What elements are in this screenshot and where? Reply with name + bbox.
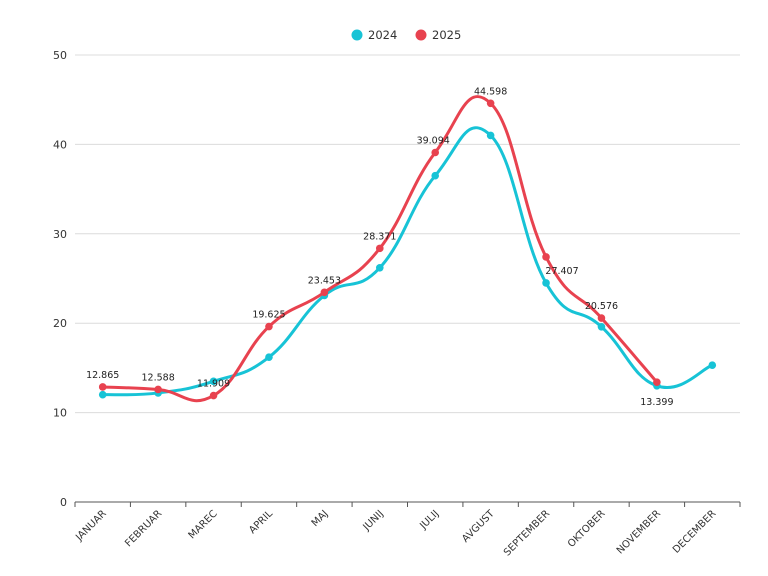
data-point-2024 (597, 322, 606, 331)
x-tick-label: JULIJ (417, 508, 441, 532)
y-axis: 0 10 20 30 40 50 (53, 49, 67, 509)
data-label-2025: 28.371 (363, 231, 396, 242)
y-tick-label: 0 (60, 496, 67, 509)
data-label-2025: 20.576 (585, 301, 618, 312)
data-point-2024 (708, 361, 717, 370)
data-point-2025 (375, 244, 384, 253)
legend-marker-2025 (415, 29, 427, 41)
x-tick-label: AVGUST (460, 508, 497, 545)
series-lines (98, 95, 717, 403)
data-point-2024 (375, 263, 384, 272)
x-tick-label: FEBRUAR (123, 508, 164, 549)
data-label-2025: 12.865 (86, 370, 119, 381)
y-tick-label: 10 (53, 407, 67, 420)
data-point-2024 (486, 131, 495, 140)
data-point-2025 (98, 383, 107, 391)
x-tick-label: JANUAR (73, 508, 109, 544)
gridlines (75, 54, 740, 503)
x-tick-label: NOVEMBER (615, 508, 663, 556)
x-tick-label: SEPTEMBER (502, 508, 552, 558)
legend-label-2025: 2025 (432, 28, 461, 42)
data-label-2025: 11.909 (197, 379, 230, 390)
x-tick-label: OKTOBER (566, 508, 608, 550)
x-tick-label: JUNIJ (361, 508, 386, 533)
data-point-2025 (653, 378, 661, 387)
data-point-2025 (320, 288, 329, 297)
data-point-2025 (597, 314, 606, 322)
data-point-2025 (154, 385, 162, 394)
data-label-2025: 39.094 (417, 135, 450, 146)
x-tick-label: APRIL (247, 508, 275, 536)
x-axis: JANUAR FEBRUAR MAREC APRIL MAJ JUNIJ JULIJ AVGU… (73, 502, 741, 558)
data-label-2025: 12.588 (142, 372, 175, 383)
data-point-2024 (98, 390, 107, 399)
data-label-2025: 27.407 (545, 266, 578, 277)
x-tick-label: MAJ (310, 508, 331, 529)
y-tick-label: 40 (53, 138, 67, 151)
x-tick-label: MAREC (187, 508, 220, 541)
y-tick-label: 30 (53, 228, 67, 241)
data-point-2025 (265, 322, 273, 331)
data-point-2024 (542, 279, 550, 287)
data-point-2025 (486, 99, 495, 108)
data-point-2025 (542, 253, 550, 261)
data-point-2025 (431, 148, 440, 157)
data-label-2025: 44.598 (474, 86, 507, 97)
data-point-2024 (209, 377, 218, 386)
x-tick-label: DECEMBER (671, 508, 718, 555)
legend: 2024 2025 (351, 28, 461, 42)
legend-label-2024: 2024 (368, 28, 397, 42)
data-labels: 12.865 12.588 11.909 19.625 23.453 28.371 39.0… (86, 86, 673, 408)
data-label-2025: 13.399 (640, 397, 673, 408)
series-line-2024 (101, 126, 714, 397)
data-label-2025: 23.453 (308, 275, 341, 286)
data-label-2025: 19.625 (252, 310, 285, 321)
data-point-2024 (431, 171, 440, 180)
data-point-2024 (265, 353, 273, 361)
data-point-2025 (209, 391, 218, 400)
y-tick-label: 20 (53, 317, 67, 330)
y-tick-label: 50 (53, 49, 67, 62)
legend-marker-2024 (351, 29, 363, 41)
